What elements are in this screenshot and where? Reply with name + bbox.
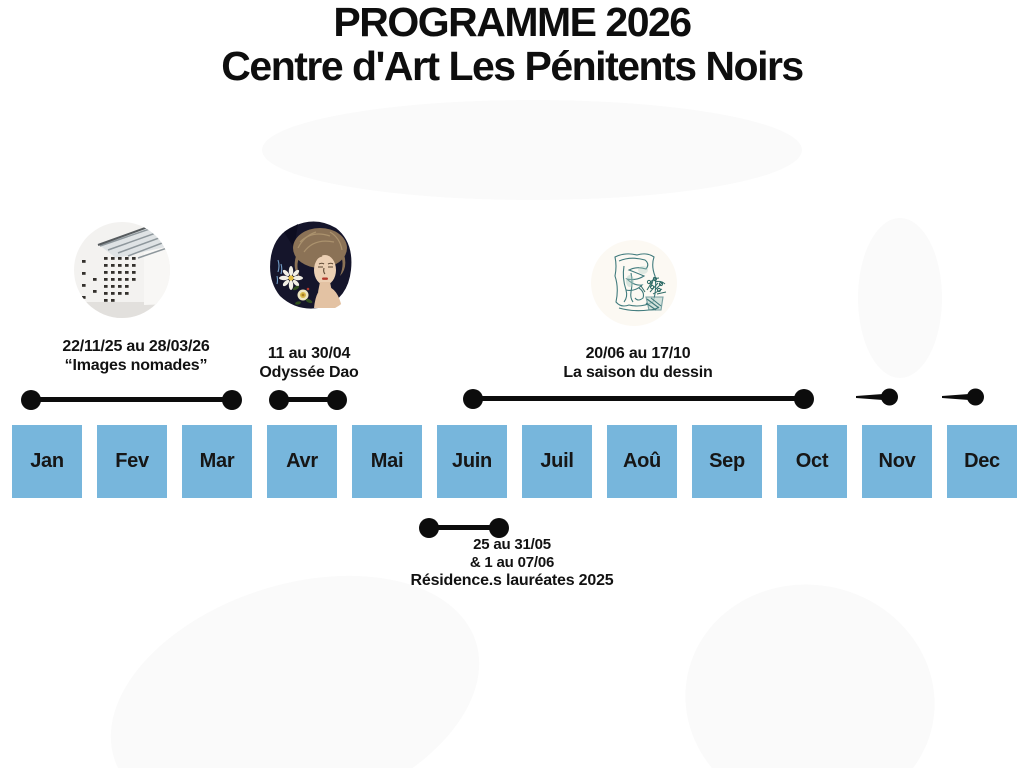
background-blob xyxy=(262,100,802,200)
event-name: “Images nomades” xyxy=(64,357,208,374)
timeline-marker-dec xyxy=(942,388,984,406)
month-nov: Nov xyxy=(862,425,932,498)
odyssee-dao-artwork xyxy=(264,218,360,314)
timeline-bar-residences xyxy=(419,517,509,538)
event-label-saison-du-dessin: 20/06 au 17/10 La saison du dessin xyxy=(518,344,758,382)
event-label-odyssee-dao: 11 au 30/04 Odyssée Dao xyxy=(239,344,379,382)
event-dates: 25 au 31/05 xyxy=(473,536,551,553)
month-juil: Juil xyxy=(522,425,592,498)
daisy-flower xyxy=(279,266,303,290)
month-juin: Juin xyxy=(437,425,507,498)
background-blob xyxy=(858,218,942,378)
event-name: Résidence.s lauréates 2025 xyxy=(410,572,614,589)
month-mai: Mai xyxy=(352,425,422,498)
timeline-bar-odyssee-dao xyxy=(269,389,347,410)
month-dec: Dec xyxy=(947,425,1017,498)
event-dates: 20/06 au 17/10 xyxy=(585,345,691,362)
month-aou: Aoû xyxy=(607,425,677,498)
event-dates: & 1 au 07/06 xyxy=(469,554,555,571)
event-name: Odyssée Dao xyxy=(259,364,359,381)
timeline-bar-saison-du-dessin xyxy=(463,388,814,409)
event-label-images-nomades: 22/11/25 au 28/03/26 “Images nomades” xyxy=(16,337,256,375)
poster-title: PROGRAMME 2026 Centre d'Art Les Pénitent… xyxy=(0,0,1024,88)
event-name: La saison du dessin xyxy=(563,364,713,381)
timeline-marker-nov xyxy=(856,388,898,406)
event-dates: 22/11/25 au 28/03/26 xyxy=(62,338,210,355)
month-sep: Sep xyxy=(692,425,762,498)
month-row: Jan Fev Mar Avr Mai Juin Juil Aoû Sep Oc… xyxy=(12,425,1017,498)
images-nomades-photo xyxy=(74,222,170,318)
month-fev: Fev xyxy=(97,425,167,498)
event-dates: 11 au 30/04 xyxy=(267,345,351,362)
month-avr: Avr xyxy=(267,425,337,498)
saison-du-dessin-artwork xyxy=(591,240,677,326)
month-oct: Oct xyxy=(777,425,847,498)
event-label-residences: 25 au 31/05 & 1 au 07/06 Résidence.s lau… xyxy=(382,536,642,590)
title-line-1: PROGRAMME 2026 xyxy=(333,0,692,45)
month-mar: Mar xyxy=(182,425,252,498)
timeline-bar-images-nomades xyxy=(21,389,242,410)
rose-flower xyxy=(297,289,309,301)
month-jan: Jan xyxy=(12,425,82,498)
background-blob xyxy=(663,561,957,768)
title-line-2: Centre d'Art Les Pénitents Noirs xyxy=(221,43,804,89)
